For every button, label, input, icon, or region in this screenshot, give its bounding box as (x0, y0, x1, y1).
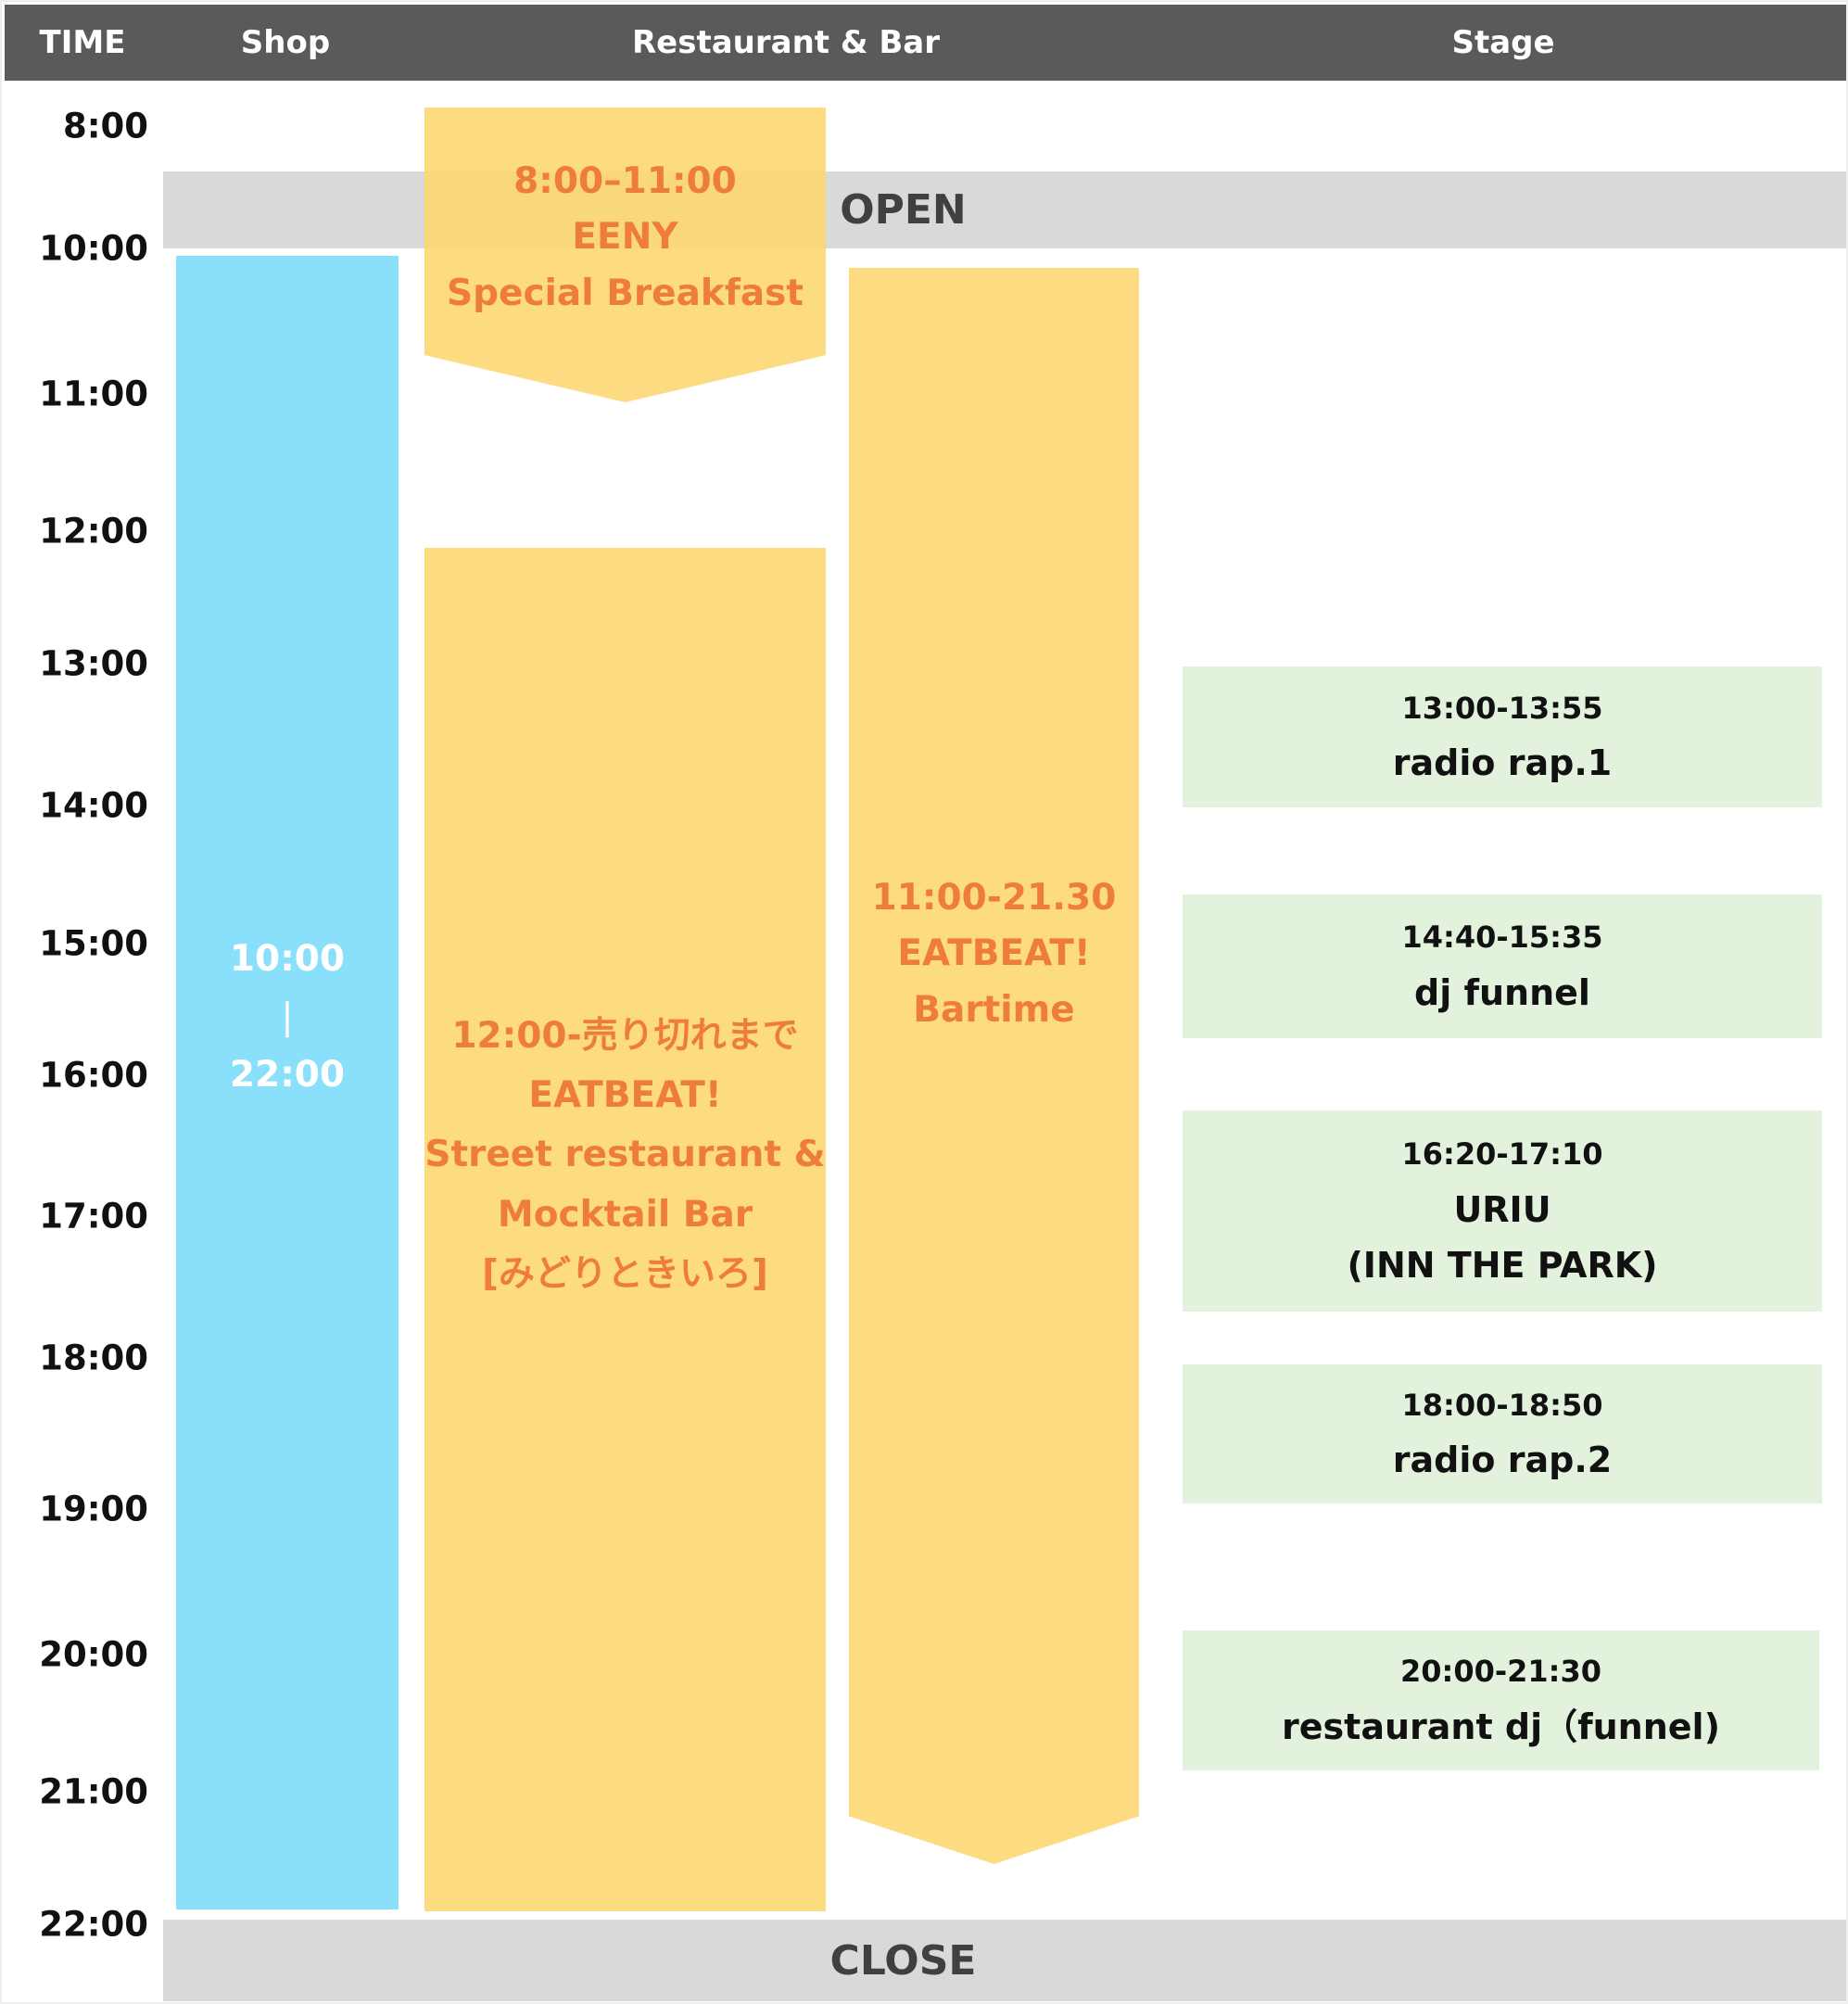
time-label: 17:00 (39, 1196, 148, 1237)
stage-event-time: 18:00-18:50 (1401, 1387, 1603, 1423)
time-label: 16:00 (39, 1055, 148, 1096)
stage-event-subtitle: (INN THE PARK) (1347, 1245, 1658, 1287)
time-label: 21:00 (39, 1771, 148, 1812)
breakfast-block: 8:00–11:00 EENY Special Breakfast (424, 108, 826, 402)
bartime-block: 11:00-21.30 EATBEAT! Bartime (849, 268, 1139, 1864)
street-line1: Street restaurant & (424, 1134, 826, 1176)
street-name: EATBEAT! (528, 1073, 722, 1116)
close-label: CLOSE (829, 1936, 977, 1985)
stage-event-title: radio rap.1 (1392, 742, 1613, 784)
time-label: 14:00 (39, 785, 148, 826)
stage-event-time: 20:00-21:30 (1400, 1654, 1601, 1690)
time-label: 22:00 (39, 1904, 148, 1945)
stage-event-time: 16:20-17:10 (1401, 1135, 1603, 1172)
shop-end: 22:00 (229, 1054, 346, 1097)
street-line3: [みどりときいろ] (482, 1253, 768, 1296)
open-band: OPEN (163, 171, 1846, 248)
shop-block: 10:00 | 22:00 (176, 256, 399, 1909)
bartime-name: EATBEAT! (897, 932, 1091, 975)
stage-event-title: dj funnel (1414, 971, 1590, 1013)
time-label: 11:00 (39, 374, 148, 414)
stage-event-time: 13:00-13:55 (1401, 690, 1603, 726)
street-time: 12:00-売り切れまで (451, 1014, 799, 1057)
shop-start: 10:00 (229, 938, 346, 981)
stage-event-title: restaurant dj（funnel) (1282, 1706, 1720, 1747)
time-label: 8:00 (62, 106, 148, 146)
bartime-time: 11:00-21.30 (871, 877, 1117, 919)
time-label: 13:00 (39, 643, 148, 684)
stage-event: 13:00-13:55 radio rap.1 (1183, 666, 1822, 807)
time-label: 10:00 (39, 228, 148, 269)
header-bar: TIME Shop Restaurant & Bar Stage (5, 5, 1846, 81)
close-band: CLOSE (163, 1920, 1846, 2001)
breakfast-time: 8:00–11:00 (513, 160, 737, 202)
bartime-title: Bartime (913, 988, 1075, 1031)
header-shop: Shop (240, 24, 331, 61)
stage-event: 14:40-15:35 dj funnel (1183, 894, 1822, 1038)
breakfast-name: EENY (572, 216, 678, 259)
header-time: TIME (39, 24, 126, 61)
street-line2: Mocktail Bar (497, 1193, 753, 1236)
stage-event: 16:20-17:10 URIU (INN THE PARK) (1183, 1110, 1822, 1312)
shop-separator: | (281, 996, 294, 1038)
open-label: OPEN (840, 186, 967, 234)
stage-event-time: 14:40-15:35 (1401, 920, 1603, 956)
header-restaurant: Restaurant & Bar (632, 24, 940, 61)
stage-event-title: URIU (1453, 1188, 1551, 1230)
stage-event: 20:00-21:30 restaurant dj（funnel) (1183, 1630, 1819, 1770)
stage-event-title: radio rap.2 (1392, 1440, 1613, 1481)
time-label: 19:00 (39, 1489, 148, 1529)
time-label: 12:00 (39, 511, 148, 552)
time-label: 15:00 (39, 923, 148, 964)
street-restaurant-block: 12:00-売り切れまで EATBEAT! Street restaurant … (424, 548, 826, 1911)
time-label: 18:00 (39, 1338, 148, 1378)
breakfast-title: Special Breakfast (446, 272, 804, 314)
stage-event: 18:00-18:50 radio rap.2 (1183, 1364, 1822, 1503)
header-stage: Stage (1451, 24, 1555, 61)
time-label: 20:00 (39, 1634, 148, 1675)
